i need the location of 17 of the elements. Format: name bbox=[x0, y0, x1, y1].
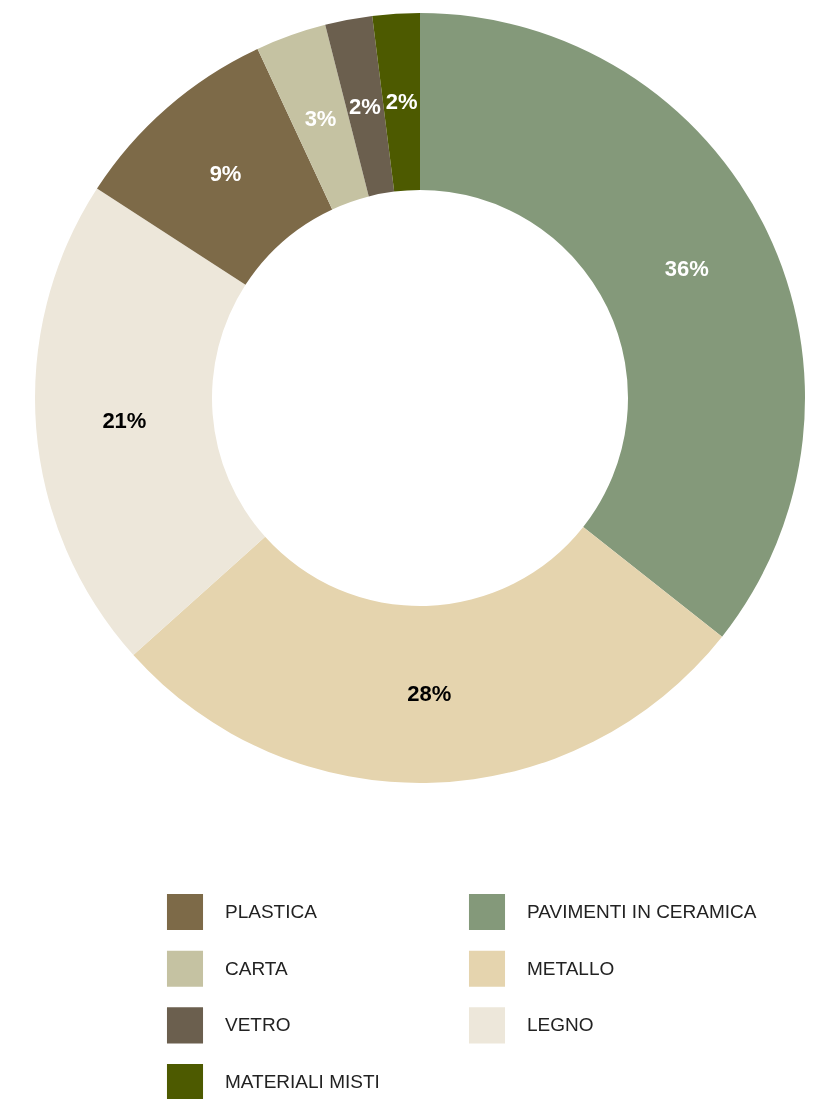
legend-label: PLASTICA bbox=[225, 901, 318, 922]
legend-label: LEGNO bbox=[527, 1014, 594, 1036]
data-label: 2% bbox=[349, 93, 381, 119]
data-label: 2% bbox=[385, 89, 418, 115]
data-label: 21% bbox=[102, 408, 147, 434]
data-label: 36% bbox=[664, 255, 709, 281]
donut-slice bbox=[133, 526, 723, 783]
legend-label: METALLO bbox=[527, 957, 615, 979]
legend-label: VETRO bbox=[225, 1014, 291, 1036]
data-label: 3% bbox=[304, 105, 337, 131]
legend-label: MATERIALI MISTI bbox=[225, 1071, 380, 1093]
legend-label: PAVIMENTI IN CERAMICA bbox=[527, 901, 757, 922]
donut-slice bbox=[35, 188, 266, 656]
data-label: 9% bbox=[209, 161, 242, 187]
data-label: 28% bbox=[407, 681, 452, 707]
donut-slice bbox=[420, 13, 805, 637]
legend-label: CARTA bbox=[225, 957, 288, 979]
